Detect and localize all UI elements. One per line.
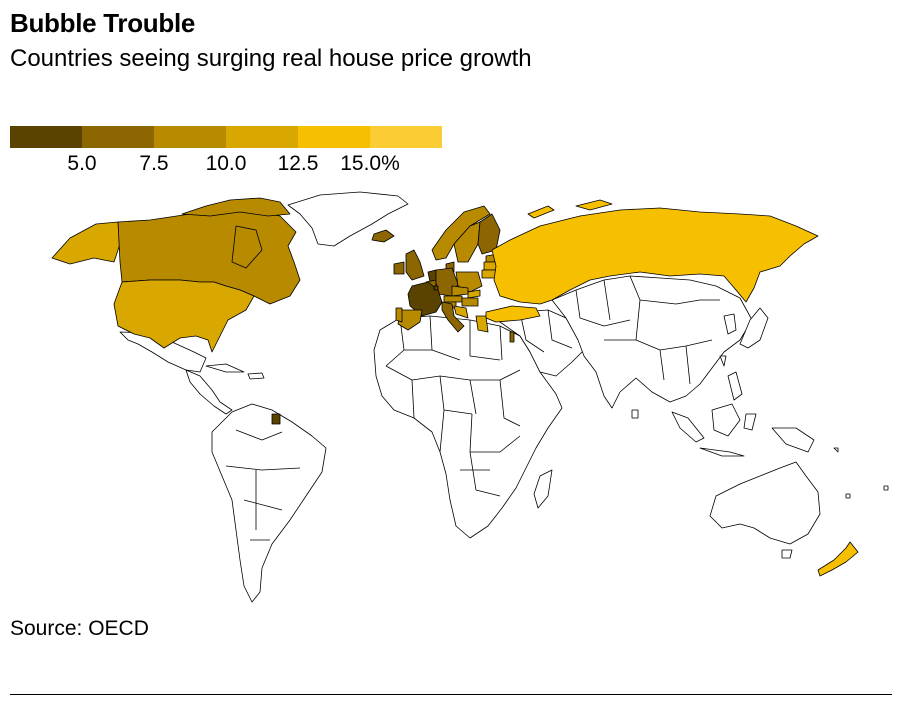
region-russia bbox=[491, 207, 819, 305]
region-united-states bbox=[113, 279, 255, 353]
region-madagascar bbox=[533, 469, 553, 509]
legend-swatch-5 bbox=[298, 126, 370, 148]
source-note: Source: OECD bbox=[10, 617, 149, 640]
region-middle-east-borders bbox=[519, 309, 573, 353]
legend-swatch-3 bbox=[154, 126, 226, 148]
region-asia-borders bbox=[575, 275, 720, 385]
region-central-america bbox=[185, 369, 233, 415]
region-new-zealand bbox=[817, 541, 859, 577]
legend-swatch-2 bbox=[82, 126, 154, 148]
region-turkey bbox=[485, 305, 541, 323]
region-french-guiana bbox=[271, 413, 281, 425]
region-greenland bbox=[287, 191, 409, 247]
region-tasmania bbox=[781, 549, 793, 559]
region-austria bbox=[443, 295, 463, 303]
region-africa-borders bbox=[385, 315, 521, 497]
region-france bbox=[407, 281, 443, 317]
color-legend: 5.0 7.5 10.0 12.5 15.0% bbox=[10, 126, 450, 178]
region-iceland bbox=[371, 229, 395, 243]
region-java bbox=[699, 447, 745, 457]
region-australia bbox=[709, 461, 821, 545]
region-south-america-borders bbox=[225, 429, 301, 541]
region-taiwan bbox=[719, 355, 727, 367]
region-ireland bbox=[393, 261, 405, 275]
legend-tick-3: 10.0 bbox=[205, 152, 247, 175]
region-czechia bbox=[451, 285, 469, 297]
region-united-kingdom bbox=[405, 249, 425, 281]
region-greece bbox=[475, 315, 489, 333]
footer-rule bbox=[10, 694, 892, 695]
chart-subtitle: Countries seeing surging real house pric… bbox=[10, 45, 532, 72]
chart-title: Bubble Trouble bbox=[10, 8, 196, 38]
region-spain bbox=[397, 309, 423, 331]
region-portugal bbox=[395, 307, 403, 323]
region-canada-islands bbox=[181, 197, 291, 269]
legend-tick-2: 7.5 bbox=[139, 152, 169, 175]
region-israel bbox=[509, 331, 515, 343]
region-borneo bbox=[711, 403, 741, 437]
legend-swatch-4 bbox=[226, 126, 298, 148]
region-japan bbox=[739, 307, 769, 349]
world-map bbox=[51, 191, 889, 603]
legend-tick-1: 5.0 bbox=[67, 152, 97, 175]
legend-swatch-6 bbox=[370, 126, 442, 148]
region-sumatra bbox=[671, 411, 705, 443]
region-alaska bbox=[51, 221, 121, 265]
region-south-america bbox=[211, 403, 327, 603]
region-africa bbox=[373, 315, 563, 539]
region-hungary bbox=[461, 297, 479, 307]
legend-tick-5: 15.0% bbox=[340, 152, 400, 175]
region-asia bbox=[551, 275, 753, 409]
region-sri-lanka bbox=[631, 409, 639, 419]
region-pacific-islands bbox=[833, 447, 889, 499]
legend-tick-4: 12.5 bbox=[277, 152, 319, 175]
legend-bar bbox=[10, 126, 450, 148]
region-cuba bbox=[205, 363, 245, 373]
region-italy bbox=[441, 301, 465, 333]
region-hispaniola bbox=[247, 372, 265, 380]
region-middle-east bbox=[499, 309, 587, 377]
region-philippines bbox=[727, 371, 743, 401]
region-russia-north-islands bbox=[527, 199, 613, 219]
region-korea bbox=[723, 313, 737, 335]
region-norway bbox=[431, 205, 491, 261]
region-new-guinea bbox=[771, 427, 815, 453]
legend-swatch-1 bbox=[10, 126, 82, 148]
region-croatia bbox=[453, 305, 469, 319]
region-luxembourg bbox=[433, 285, 439, 291]
region-slovakia bbox=[467, 289, 481, 299]
legend-labels: 5.0 7.5 10.0 12.5 15.0% bbox=[10, 148, 450, 178]
region-sulawesi bbox=[743, 413, 757, 431]
